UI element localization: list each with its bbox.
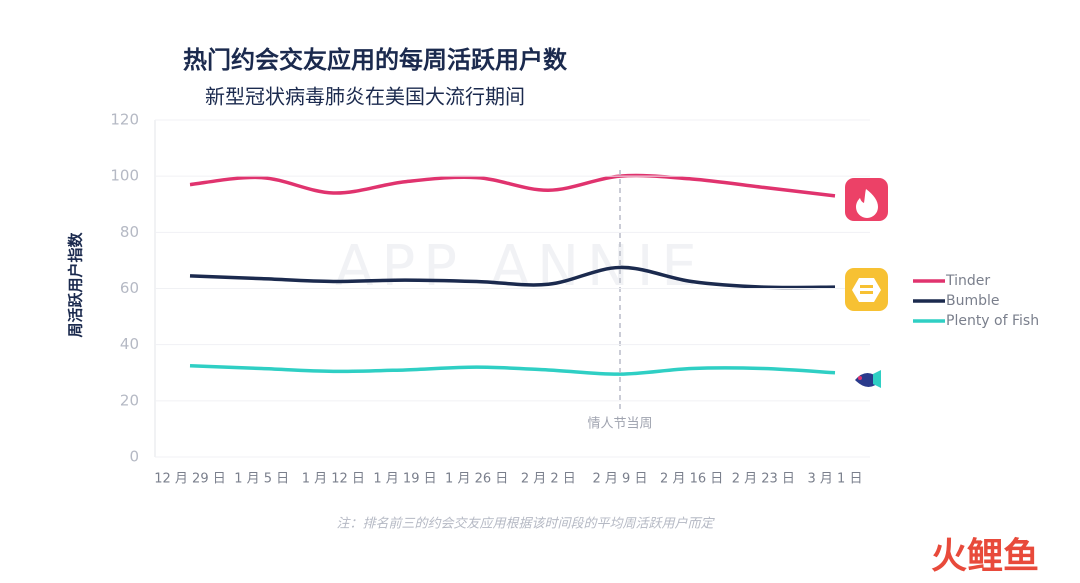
legend-label: Plenty of Fish	[946, 313, 1039, 329]
x-tick-label: 1 月 5 日	[234, 472, 289, 487]
y-tick-label: 20	[120, 391, 139, 409]
legend-label: Bumble	[946, 293, 1000, 309]
x-tick-label: 3 月 1 日	[808, 472, 863, 487]
y-tick-label: 120	[110, 111, 139, 129]
x-tick-label: 2 月 9 日	[593, 472, 648, 487]
x-tick-label: 1 月 12 日	[302, 472, 365, 487]
y-tick-label: 40	[120, 335, 139, 353]
bumble-icon	[845, 268, 888, 311]
legend-label: Tinder	[945, 273, 990, 289]
watermark: APP ANNIE	[335, 234, 705, 299]
x-tick-label: 2 月 2 日	[521, 472, 576, 487]
series-line	[189, 173, 836, 198]
series-line	[189, 265, 836, 290]
y-tick-label: 0	[129, 448, 139, 466]
x-tick-label: 12 月 29 日	[154, 472, 225, 487]
y-tick-label: 60	[120, 279, 139, 297]
y-axis-label: 周活跃用户指数	[67, 232, 85, 338]
footnote: 注：排名前三的约会交友应用根据该时间段的平均周活跃用户而定	[336, 516, 715, 532]
brand-logo: 火鲤鱼	[931, 536, 1039, 577]
chart-subtitle: 新型冠状病毒肺炎在美国大流行期间	[205, 85, 525, 109]
x-tick-label: 2 月 23 日	[732, 472, 795, 487]
pof-icon	[855, 370, 881, 388]
x-tick-label: 1 月 26 日	[445, 472, 508, 487]
y-tick-label: 100	[110, 167, 139, 185]
tinder-icon	[845, 178, 888, 221]
x-tick-label: 1 月 19 日	[373, 472, 436, 487]
series-line	[189, 363, 836, 376]
annotation: 情人节当周	[587, 417, 652, 432]
x-tick-label: 2 月 16 日	[660, 472, 723, 487]
y-tick-label: 80	[120, 223, 139, 241]
chart-title: 热门约会交友应用的每周活跃用户数	[183, 46, 568, 74]
